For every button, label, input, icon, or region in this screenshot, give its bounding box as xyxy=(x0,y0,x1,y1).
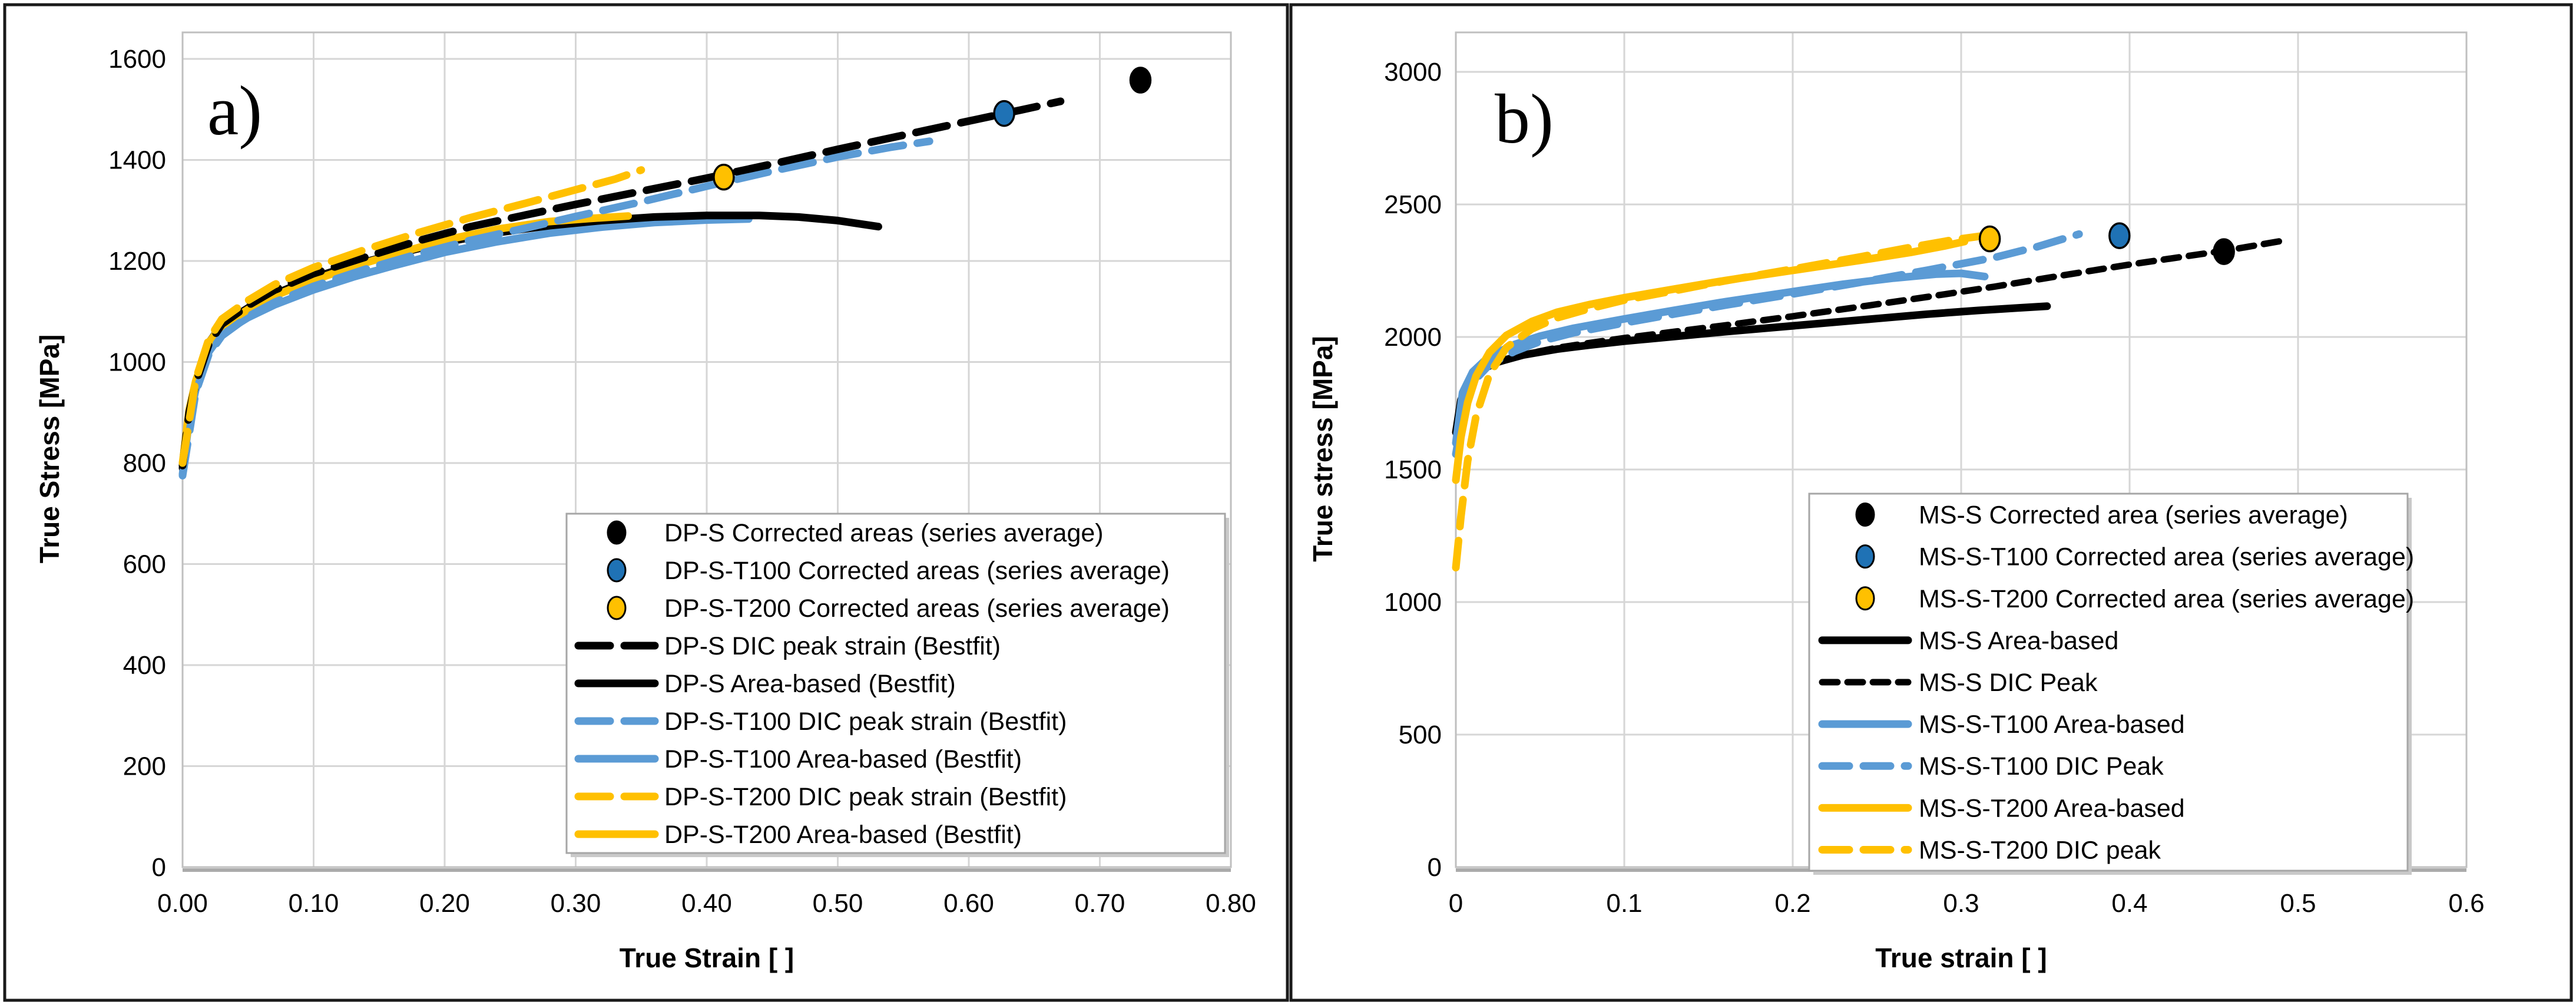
marker-dp-s-t100-corrected-areas-series-average- xyxy=(993,100,1015,127)
legend-item: DP-S Area-based (Bestfit) xyxy=(574,670,956,698)
x-tick-label: 0.60 xyxy=(943,889,994,918)
x-tick-label: 0.3 xyxy=(1943,889,1979,918)
legend: MS-S Corrected area (series average) MS-S… xyxy=(1808,492,2414,875)
y-tick-label: 200 xyxy=(123,752,166,781)
marker-dp-s-corrected-areas-series-average- xyxy=(1129,67,1152,94)
legend-label: DP-S-T200 DIC peak strain (Bestfit) xyxy=(664,783,1067,811)
x-tick-label: 0.5 xyxy=(2280,889,2316,918)
legend-label: DP-S-T200 Corrected areas (series averag… xyxy=(664,594,1170,623)
legend-label: MS-S-T200 DIC peak xyxy=(1919,836,2161,864)
x-axis-title: True Strain [ ] xyxy=(620,943,794,973)
legend-marker-swatch xyxy=(607,596,627,620)
legend-label: DP-S-T100 Corrected areas (series averag… xyxy=(664,557,1170,585)
y-tick-label: 1000 xyxy=(108,348,166,377)
x-tick-label: 0.2 xyxy=(1774,889,1810,918)
legend-item: DP-S-T200 Corrected areas (series averag… xyxy=(607,594,1170,623)
legend-item: MS-S-T200 Corrected area (series average… xyxy=(1855,585,2414,613)
legend-item: MS-S Area-based xyxy=(1818,627,2118,655)
y-axis-title: True Stress [MPa] xyxy=(34,335,65,564)
legend-label: DP-S DIC peak strain (Bestfit) xyxy=(664,632,1001,660)
panel-label: a) xyxy=(207,71,262,150)
legend-item: MS-S-T100 Corrected area (series average… xyxy=(1855,543,2414,571)
marker-ms-s-corrected-area-series-average- xyxy=(2213,238,2235,265)
x-tick-label: 0.20 xyxy=(419,889,470,918)
series-dp-s-t100-dic-peak-strain-bestfit- xyxy=(178,137,933,480)
legend-marker-swatch xyxy=(607,520,627,545)
plot-bottom-shadow xyxy=(183,868,1231,872)
series-dp-s-dic-peak-strain-bestfit- xyxy=(178,97,1065,470)
y-tick-label: 1400 xyxy=(108,146,166,175)
x-tick-label: 0.4 xyxy=(2111,889,2147,918)
series-ms-s-t200-area-based xyxy=(1452,237,1969,484)
x-tick-label: 0.40 xyxy=(681,889,732,918)
legend-marker-swatch xyxy=(1855,586,1875,611)
x-tick-label: 0.00 xyxy=(157,889,208,918)
legend-item: MS-S-T100 Area-based xyxy=(1818,710,2185,739)
x-tick-label: 0 xyxy=(1449,889,1463,918)
legend-item: DP-S-T200 DIC peak strain (Bestfit) xyxy=(574,783,1067,811)
legend-item: DP-S-T100 Area-based (Bestfit) xyxy=(574,745,1022,773)
legend-item: MS-S-T200 DIC peak xyxy=(1818,836,2161,864)
marker-dp-s-t200-corrected-areas-series-average- xyxy=(713,163,735,191)
legend-label: DP-S Corrected areas (series average) xyxy=(664,519,1104,547)
series-ms-s-t200-dic-peak xyxy=(1452,232,1991,571)
series-dp-s-t200-dic-peak-strain-bestfit- xyxy=(178,166,645,467)
legend-item: DP-S-T200 Area-based (Bestfit) xyxy=(574,821,1022,849)
marker-ms-s-t100-corrected-area-series-average- xyxy=(2108,222,2131,249)
chart-panel-b: 0 0.1 0.2 0.3 0.4 0.5 0.6 0 500 1000 1500 2000 2500 3… xyxy=(1289,3,2573,1002)
legend-label: MS-S Corrected area (series average) xyxy=(1919,501,2348,530)
legend-item: MS-S-T200 Area-based xyxy=(1818,794,2185,822)
y-tick-label: 0 xyxy=(152,853,166,882)
y-tick-label: 600 xyxy=(123,550,166,579)
y-tick-label: 1200 xyxy=(108,247,166,276)
y-tick-label: 0 xyxy=(1428,853,1442,882)
x-tick-label: 0.6 xyxy=(2448,889,2484,918)
y-tick-label: 400 xyxy=(123,651,166,680)
x-tick-label: 0.70 xyxy=(1075,889,1125,918)
legend-item: MS-S Corrected area (series average) xyxy=(1855,501,2348,530)
legend-label: DP-S-T100 DIC peak strain (Bestfit) xyxy=(664,708,1067,736)
legend-item: DP-S-T100 Corrected areas (series averag… xyxy=(607,557,1170,585)
y-tick-label: 2500 xyxy=(1384,190,1442,219)
legend-label: DP-S-T100 Area-based (Bestfit) xyxy=(664,745,1022,773)
y-tick-label: 2000 xyxy=(1384,323,1442,352)
legend-label: MS-S-T200 Area-based xyxy=(1919,794,2185,822)
legend-label: MS-S-T100 Corrected area (series average… xyxy=(1919,543,2414,571)
y-axis-title: True stress [MPa] xyxy=(1307,336,1338,561)
legend-item: DP-S Corrected areas (series average) xyxy=(607,519,1104,547)
legend-marker-swatch xyxy=(1855,502,1875,527)
x-axis-title: True strain [ ] xyxy=(1875,943,2047,973)
y-tick-label: 1500 xyxy=(1384,455,1442,484)
x-tick-label: 0.1 xyxy=(1606,889,1642,918)
x-tick-label: 0.30 xyxy=(551,889,601,918)
legend-item: MS-S DIC Peak xyxy=(1819,669,2098,697)
y-tick-label: 1600 xyxy=(108,45,166,74)
x-tick-label: 0.80 xyxy=(1206,889,1256,918)
panel-label: b) xyxy=(1495,80,1554,158)
chart-panel-a: 0.00 0.10 0.20 0.30 0.40 0.50 0.60 0.70 0.80 0 200… xyxy=(3,3,1289,1002)
legend-label: MS-S-T100 Area-based xyxy=(1919,710,2185,739)
y-tick-label: 800 xyxy=(123,449,166,478)
legend-item: DP-S-T100 DIC peak strain (Bestfit) xyxy=(574,708,1067,736)
legend-label: MS-S Area-based xyxy=(1919,627,2118,655)
legend-item: MS-S-T100 DIC Peak xyxy=(1818,752,2164,781)
y-tick-label: 500 xyxy=(1399,720,1442,749)
legend-label: DP-S Area-based (Bestfit) xyxy=(664,670,956,698)
legend-marker-swatch xyxy=(607,558,627,583)
y-tick-label: 3000 xyxy=(1384,58,1442,87)
legend: DP-S Corrected areas (series average) DP-… xyxy=(565,513,1229,857)
marker-ms-s-t200-corrected-area-series-average- xyxy=(1978,225,2001,253)
x-tick-label: 0.50 xyxy=(813,889,863,918)
y-tick-label: 1000 xyxy=(1384,588,1442,617)
legend-box xyxy=(565,513,1226,854)
legend-label: MS-S DIC Peak xyxy=(1919,669,2098,697)
legend-label: MS-S-T200 Corrected area (series average… xyxy=(1919,585,2414,613)
x-tick-label: 0.10 xyxy=(289,889,339,918)
legend-label: DP-S-T200 Area-based (Bestfit) xyxy=(664,821,1022,849)
legend-label: MS-S-T100 DIC Peak xyxy=(1919,752,2164,781)
legend-item: DP-S DIC peak strain (Bestfit) xyxy=(574,632,1001,660)
legend-marker-swatch xyxy=(1855,544,1875,569)
